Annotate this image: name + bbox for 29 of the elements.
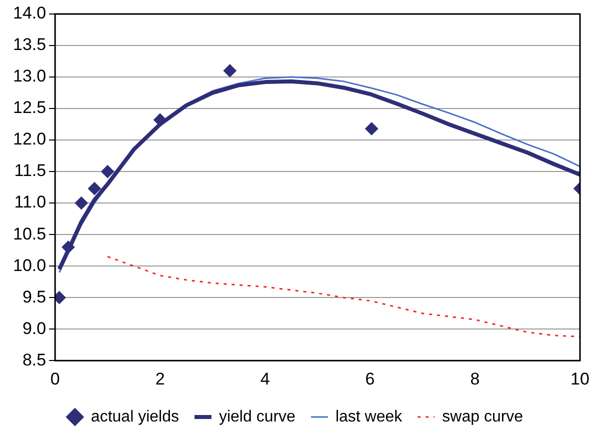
legend-label: yield curve	[218, 408, 296, 426]
x-tick-label: 6	[365, 369, 375, 388]
line-series	[106, 256, 580, 338]
point	[101, 165, 114, 178]
y-tick-label: 13.0	[12, 66, 46, 86]
point	[62, 240, 75, 254]
x-tick-label: 10	[570, 369, 590, 388]
point	[223, 64, 236, 78]
point	[88, 182, 101, 196]
y-tick-label: 13.5	[12, 35, 46, 54]
y-tick-label: 11.5	[14, 161, 46, 180]
y-tick-label: 8.5	[22, 350, 46, 370]
y-tick-label: 14.0	[12, 4, 46, 23]
y-tick-label: 10.5	[12, 224, 46, 244]
y-tick-label: 11.0	[14, 192, 46, 212]
y-tick-label: 12.0	[12, 130, 46, 149]
x-tick-label: 0	[50, 369, 60, 388]
legend-label: actual yields	[90, 408, 179, 426]
legend-label: swap curve	[442, 408, 524, 426]
y-tick-label: 12.5	[12, 98, 46, 118]
x-tick-label: 8	[470, 369, 480, 388]
x-tick-label: 4	[260, 369, 270, 388]
y-tick-label: 10.0	[12, 256, 46, 275]
legend-label: last week	[335, 408, 404, 426]
point	[74, 196, 88, 210]
point	[365, 122, 378, 136]
x-tick-label: 2	[155, 369, 165, 388]
y-tick-label: 9.0	[22, 318, 46, 338]
y-tick-label: 9.5	[22, 287, 46, 306]
